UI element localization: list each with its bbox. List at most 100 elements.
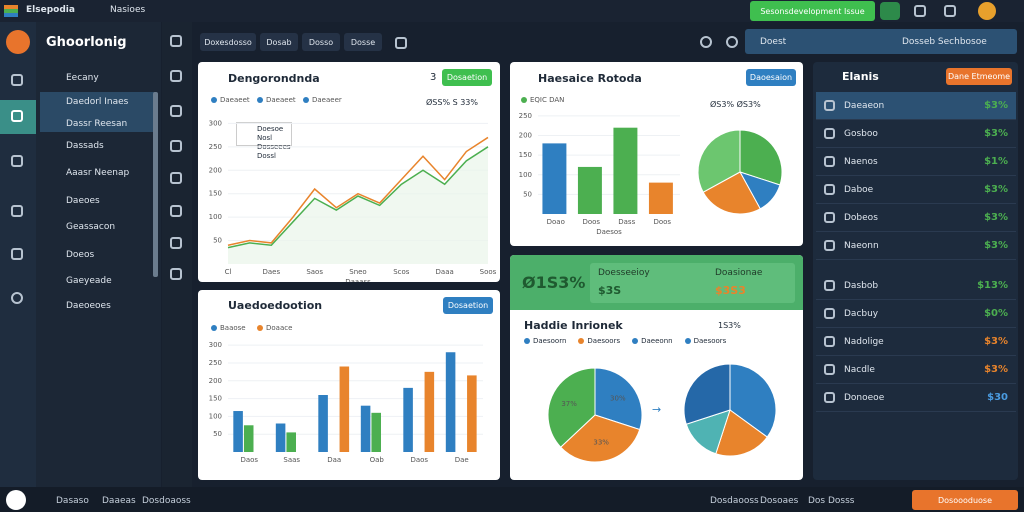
list-row[interactable]: Gosboo $3% xyxy=(816,120,1016,148)
legend-item: Daesoors xyxy=(684,337,726,345)
logo xyxy=(6,490,26,510)
list-row[interactable]: Dacbuy $0% xyxy=(816,300,1016,328)
x-tick-label: Daaa xyxy=(436,268,454,276)
x-tick-label: Daes xyxy=(263,268,281,276)
action-button[interactable]: Sesonsdevelopment Issue xyxy=(750,1,875,21)
list-row[interactable]: Naenos $1% xyxy=(816,148,1016,176)
avatar xyxy=(6,30,30,54)
icon[interactable] xyxy=(914,5,926,17)
bottom-button[interactable]: Dosoooduose xyxy=(912,490,1018,510)
icon[interactable] xyxy=(880,2,900,20)
menu-item[interactable]: Daeoeoes xyxy=(66,301,111,311)
list-row[interactable]: Donoeoe $30 xyxy=(816,384,1016,412)
toolbar-button[interactable]: Dosso xyxy=(302,33,340,51)
active-nav[interactable] xyxy=(0,100,36,134)
bar xyxy=(613,127,638,214)
menu-item[interactable]: Aaasr Neenap xyxy=(66,168,130,178)
icon[interactable] xyxy=(944,5,956,17)
toolbar-icon[interactable] xyxy=(726,36,738,48)
search-left[interactable]: Doest xyxy=(760,37,787,47)
toolbar-button[interactable]: Dosab xyxy=(260,33,298,51)
row-icon xyxy=(824,128,835,139)
search-bar[interactable] xyxy=(745,29,1017,54)
tool-icon[interactable] xyxy=(170,237,182,249)
avatar[interactable] xyxy=(978,2,996,20)
menu-item[interactable]: Daeoes xyxy=(66,196,100,206)
legend-swatch xyxy=(303,97,309,103)
bottom-item[interactable]: Daaeas xyxy=(102,496,136,506)
panel-button[interactable]: Dosaetion xyxy=(442,69,492,86)
tool-icon[interactable] xyxy=(170,140,182,152)
nav-icon[interactable] xyxy=(11,205,23,217)
bottom-item[interactable]: Dosoaes xyxy=(760,496,799,506)
toolbar-button[interactable]: Doxesdosso xyxy=(200,33,256,51)
bar xyxy=(275,423,286,452)
menu-item[interactable]: Daedorl Inaes xyxy=(66,97,129,107)
list-row[interactable]: Nadolige $3% xyxy=(816,328,1016,356)
y-tick-label: 250 xyxy=(519,112,532,120)
panel-button[interactable]: Dosaetion xyxy=(443,297,493,314)
menu-item[interactable]: Eecany xyxy=(66,73,99,83)
menu-item[interactable]: Doeos xyxy=(66,250,95,260)
tool-icon[interactable] xyxy=(170,172,182,184)
bottom-item[interactable]: Dosdaooss xyxy=(710,496,759,506)
row-value: $30 xyxy=(987,392,1008,403)
bar xyxy=(339,366,350,452)
pie-slice xyxy=(739,129,783,186)
legend-label: Baaose xyxy=(220,324,246,332)
kpi-value: Ø1S3% xyxy=(522,273,586,292)
list-row[interactable]: Nacdle $3% xyxy=(816,356,1016,384)
list-row[interactable]: Naeonn $3% xyxy=(816,232,1016,260)
legend-swatch xyxy=(211,325,217,331)
row-label: Gosboo xyxy=(844,128,878,139)
panel-button[interactable]: Daoesaion xyxy=(746,69,796,86)
menu-item[interactable]: Dassr Reesan xyxy=(66,119,128,129)
nav-icon[interactable] xyxy=(11,292,23,304)
list-row[interactable]: Dobeos $3% xyxy=(816,204,1016,232)
menu-item[interactable]: Geassacon xyxy=(66,222,116,232)
list-row[interactable]: Daeaeon $3% xyxy=(816,92,1016,120)
pie-slice xyxy=(729,363,777,438)
legend-swatch xyxy=(524,338,530,344)
menu[interactable]: Nasioes xyxy=(110,5,146,15)
list-row[interactable]: Dasbob $13% xyxy=(816,272,1016,300)
tool-icon[interactable] xyxy=(170,205,182,217)
nav-icon[interactable] xyxy=(11,248,23,260)
menu-item[interactable]: Gaeyeade xyxy=(66,276,112,286)
tool-icon[interactable] xyxy=(170,268,182,280)
row-value: $3% xyxy=(984,336,1008,347)
row-value: $3% xyxy=(984,240,1008,251)
kpi-label: Doesseeioy xyxy=(598,268,650,278)
search-right[interactable]: Dosseb Sechbosoe xyxy=(902,37,987,47)
tool-rail xyxy=(162,22,192,487)
tool-icon[interactable] xyxy=(170,70,182,82)
tool-icon[interactable] xyxy=(170,35,182,47)
x-tick-label: Saas xyxy=(283,456,300,464)
legend-item: Daesoors xyxy=(578,337,620,345)
bar xyxy=(233,411,243,452)
nav-icon[interactable] xyxy=(11,155,23,167)
y-tick-label: 150 xyxy=(519,151,532,159)
list-row[interactable]: Daboe $3% xyxy=(816,176,1016,204)
toolbar-icon[interactable] xyxy=(395,37,407,49)
panel-title: Haddie Inrionek xyxy=(524,319,623,332)
bottom-item[interactable]: Dos Dosss xyxy=(808,496,855,506)
y-tick-label: 300 xyxy=(209,119,222,127)
bar xyxy=(542,143,567,214)
legend-label: Daesoors xyxy=(587,337,621,345)
legend-label: Daeaeet xyxy=(266,96,296,104)
scrollbar[interactable] xyxy=(153,92,158,277)
toolbar-button[interactable]: Dosse xyxy=(344,33,382,51)
nav-icon[interactable] xyxy=(11,74,23,86)
pie-slice xyxy=(697,129,741,193)
tool-icon[interactable] xyxy=(170,105,182,117)
bottom-item[interactable]: Dasaso xyxy=(56,496,89,506)
right-button[interactable]: Dane Etmeome xyxy=(946,68,1012,85)
bottom-item[interactable]: Dosdoaoss xyxy=(142,496,191,506)
bar xyxy=(243,425,254,452)
row-label: Dasbob xyxy=(844,280,879,291)
nav-icon[interactable] xyxy=(11,110,23,122)
x-tick-label: Scos xyxy=(393,268,410,276)
menu-item[interactable]: Dassads xyxy=(66,141,104,151)
toolbar-icon[interactable] xyxy=(700,36,712,48)
